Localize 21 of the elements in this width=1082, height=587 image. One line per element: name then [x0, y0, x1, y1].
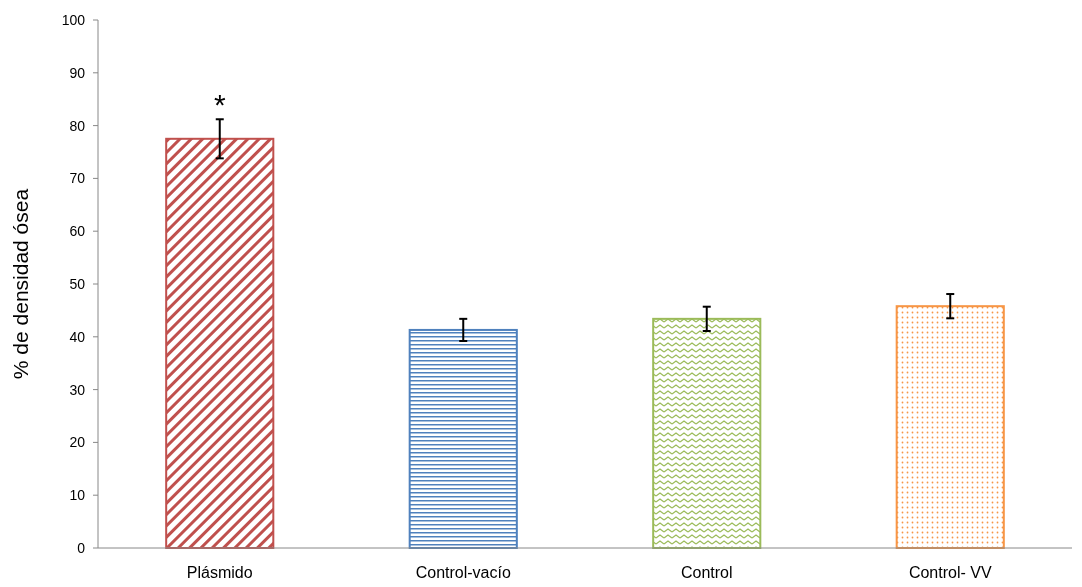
y-tick-label: 80 [69, 117, 86, 134]
y-tick-label: 30 [69, 381, 86, 398]
bar [652, 317, 762, 549]
y-tick-label: 10 [69, 487, 86, 504]
y-axis-title: % de densidad ósea [9, 188, 32, 380]
x-tick-label: Control-vacío [415, 564, 511, 581]
y-tick-label: 90 [69, 64, 86, 81]
y-tick-label: 60 [69, 223, 86, 240]
y-tick-label: 100 [61, 11, 86, 28]
x-tick-label: Control- VV [908, 564, 992, 581]
y-tick-label: 50 [69, 275, 86, 292]
bar [165, 137, 275, 549]
x-tick-label: Plásmido [186, 564, 253, 581]
bar [408, 328, 518, 549]
bar [895, 305, 1005, 549]
y-tick-label: 70 [69, 170, 86, 187]
y-tick-label: 0 [77, 539, 86, 556]
x-tick-label: Control [680, 564, 733, 581]
y-tick-label: 40 [69, 328, 86, 345]
y-tick-label: 20 [69, 434, 86, 451]
annotation: * [213, 88, 226, 122]
